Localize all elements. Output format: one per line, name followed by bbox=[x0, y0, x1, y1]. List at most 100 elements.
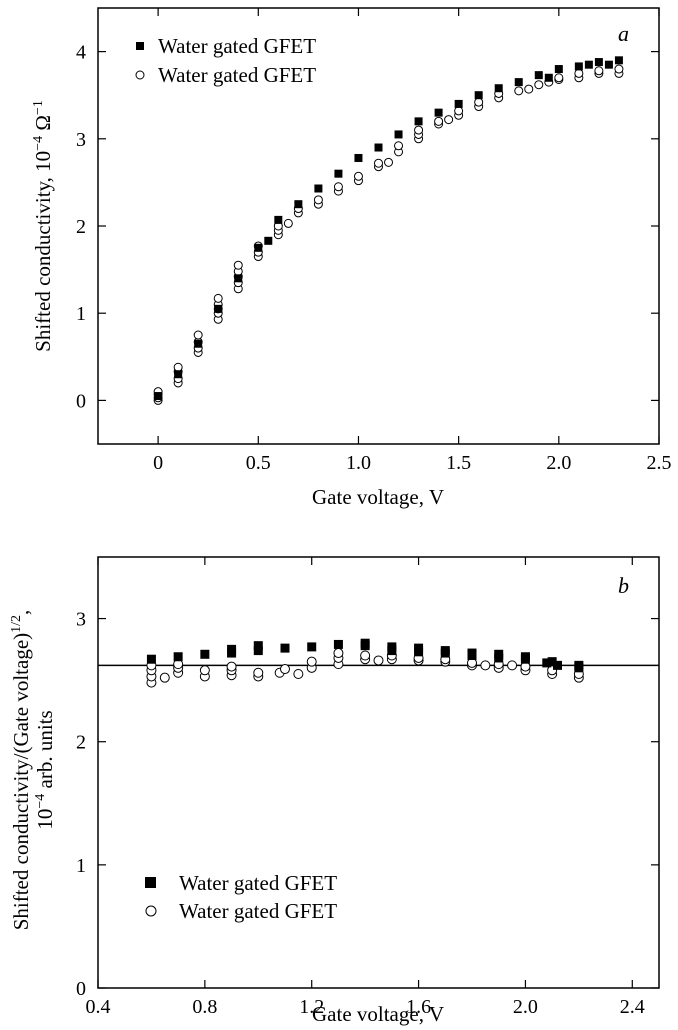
data-point-square bbox=[253, 641, 263, 651]
x-tick-label: 1.5 bbox=[446, 452, 471, 474]
y-tick-label: 2 bbox=[76, 216, 86, 238]
data-point-square bbox=[307, 642, 317, 652]
data-point-circle bbox=[213, 293, 223, 303]
data-point-square bbox=[494, 649, 504, 659]
x-tick-label: 2.5 bbox=[647, 452, 672, 474]
x-axis-ticks: 0 0.5 1.0 1.5 2.0 2.5 bbox=[153, 8, 672, 474]
data-point-circle bbox=[454, 106, 464, 116]
data-point-square bbox=[414, 117, 423, 126]
data-point-square bbox=[264, 236, 273, 245]
y-axis-label: Shifted conductivity, 10−4 Ω−1 bbox=[31, 100, 55, 352]
data-point-square bbox=[146, 654, 156, 664]
data-point-circle bbox=[474, 97, 484, 107]
x-tick-label: 2.0 bbox=[546, 452, 571, 474]
data-point-square bbox=[552, 660, 562, 670]
legend-entry-1: Water gated GFET bbox=[179, 871, 337, 895]
data-point-square bbox=[200, 649, 210, 659]
data-point-square bbox=[494, 84, 503, 93]
data-point-circle bbox=[306, 656, 317, 667]
plot-frame bbox=[97, 556, 660, 989]
data-point-square bbox=[574, 660, 584, 670]
x-tick-label: 0.8 bbox=[192, 996, 217, 1018]
data-point-square bbox=[594, 58, 603, 67]
data-point-circle bbox=[524, 84, 534, 94]
data-point-square bbox=[574, 62, 583, 71]
data-point-circle bbox=[554, 73, 564, 83]
data-point-square bbox=[294, 200, 303, 209]
x-tick-label: 0.5 bbox=[246, 452, 271, 474]
data-point-square bbox=[434, 108, 443, 117]
data-point-square bbox=[547, 657, 557, 667]
data-point-square bbox=[280, 643, 290, 653]
data-point-square bbox=[254, 243, 263, 252]
x-axis-label: Gate voltage, V bbox=[312, 485, 444, 509]
y-tick-label: 0 bbox=[76, 390, 86, 412]
legend-entry-1: Water gated GFET bbox=[158, 34, 316, 58]
data-point-square bbox=[440, 646, 450, 656]
data-point-circle bbox=[534, 80, 544, 90]
x-axis-ticks: 0.4 0.8 1.2 1.6 2.0 2.4 bbox=[86, 557, 645, 1018]
y-tick-label: 1 bbox=[76, 303, 86, 325]
data-point-circle bbox=[394, 141, 404, 151]
data-point-square bbox=[604, 60, 613, 69]
data-point-circle bbox=[313, 195, 323, 205]
data-point-circle bbox=[574, 68, 584, 78]
data-point-square bbox=[253, 646, 263, 656]
data-point-circle bbox=[514, 86, 524, 96]
data-point-circle bbox=[594, 66, 604, 76]
data-point-square bbox=[534, 71, 543, 80]
data-point-circle bbox=[283, 218, 293, 228]
data-point-circle bbox=[434, 116, 444, 126]
data-point-circle bbox=[293, 668, 304, 679]
data-points bbox=[153, 56, 624, 405]
data-point-square bbox=[194, 339, 203, 348]
data-point-square bbox=[584, 60, 593, 69]
y-tick-label: 2 bbox=[76, 732, 86, 754]
panel-b-chart: 0.4 0.8 1.2 1.6 2.0 2.4 0 1 2 3 b Water gated GF… bbox=[9, 556, 660, 1026]
x-tick-label: 0.4 bbox=[86, 996, 111, 1018]
data-point-square bbox=[174, 370, 183, 379]
data-point-circle bbox=[444, 115, 454, 125]
data-point-square bbox=[554, 65, 563, 74]
y-axis-ticks: 0 1 2 3 bbox=[76, 609, 659, 1000]
y-tick-label: 3 bbox=[76, 609, 86, 631]
x-tick-label: 2.0 bbox=[513, 996, 538, 1018]
panel-label: b bbox=[618, 573, 629, 598]
y-axis-ticks: 0 1 2 3 4 bbox=[76, 42, 659, 412]
data-point-circle bbox=[199, 665, 210, 676]
data-point-square bbox=[374, 143, 383, 152]
y-tick-label: 1 bbox=[76, 855, 86, 877]
data-point-square bbox=[154, 392, 163, 401]
legend-entry-2: Water gated GFET bbox=[158, 63, 316, 87]
data-point-square bbox=[214, 304, 223, 313]
data-point-circle bbox=[384, 157, 394, 167]
data-point-circle bbox=[233, 260, 243, 270]
data-point-circle bbox=[360, 650, 371, 661]
data-point-circle bbox=[614, 64, 624, 74]
data-point-circle bbox=[159, 672, 170, 683]
legend-marker-filled-square bbox=[145, 877, 156, 888]
x-tick-label: 0 bbox=[153, 452, 163, 474]
data-point-square bbox=[394, 130, 403, 139]
y-axis-label-line-2: 10−4 arb. units bbox=[33, 710, 57, 829]
y-tick-label: 3 bbox=[76, 129, 86, 151]
legend: Water gated GFET Water gated GFET bbox=[135, 34, 316, 87]
x-tick-label: 2.4 bbox=[620, 996, 645, 1018]
data-point-circle bbox=[507, 660, 518, 671]
data-point-circle bbox=[480, 660, 491, 671]
data-point-square bbox=[614, 56, 623, 65]
data-point-square bbox=[454, 99, 463, 108]
legend-marker-open-circle bbox=[135, 70, 145, 80]
legend-entry-2: Water gated GFET bbox=[179, 899, 337, 923]
data-point-square bbox=[542, 658, 552, 668]
data-point-square bbox=[467, 648, 477, 658]
data-point-square bbox=[173, 652, 183, 662]
legend-marker-filled-square bbox=[136, 42, 144, 50]
data-point-circle bbox=[253, 667, 264, 678]
data-point-square bbox=[474, 91, 483, 100]
data-point-circle bbox=[173, 362, 183, 372]
x-tick-label: 1.6 bbox=[406, 996, 431, 1018]
data-point-circle bbox=[226, 661, 237, 672]
data-point-square bbox=[334, 169, 343, 178]
